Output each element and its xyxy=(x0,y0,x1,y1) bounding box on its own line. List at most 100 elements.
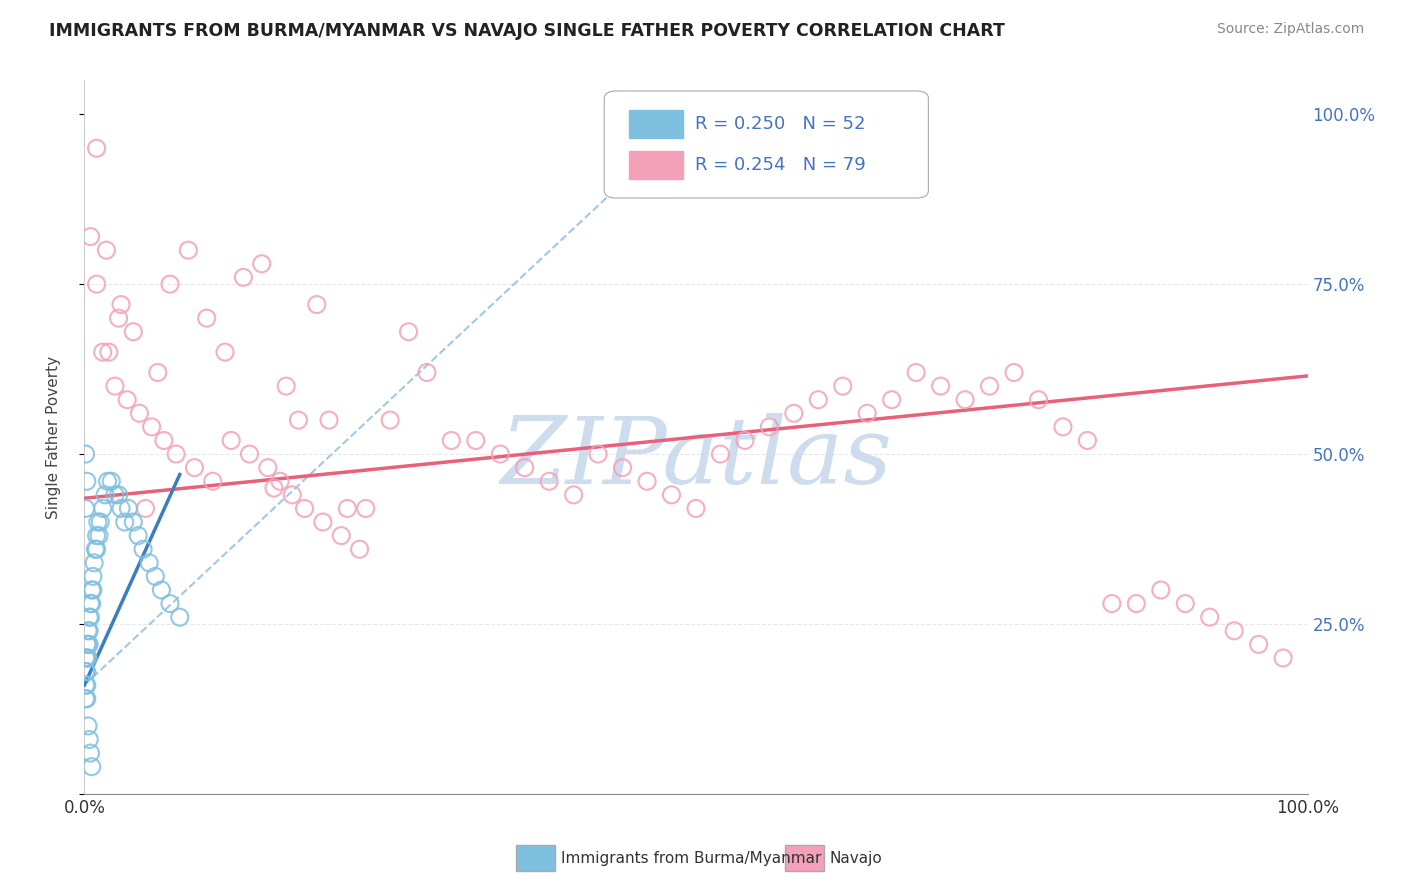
Point xyxy=(929,379,952,393)
Point xyxy=(146,366,169,380)
Point xyxy=(1247,637,1270,651)
Point xyxy=(79,229,101,244)
Point xyxy=(440,434,463,448)
Point xyxy=(110,297,132,311)
FancyBboxPatch shape xyxy=(786,846,824,871)
Point xyxy=(1223,624,1246,638)
Point xyxy=(979,379,1001,393)
Point xyxy=(856,406,879,420)
Point xyxy=(75,501,97,516)
Point xyxy=(76,475,98,489)
Point xyxy=(263,481,285,495)
Point xyxy=(77,719,100,733)
Point xyxy=(77,624,100,638)
Point xyxy=(122,515,145,529)
FancyBboxPatch shape xyxy=(516,846,555,871)
Point xyxy=(685,501,707,516)
Point xyxy=(83,556,105,570)
Point xyxy=(77,732,100,747)
Point xyxy=(80,582,103,597)
Point xyxy=(783,406,806,420)
Point xyxy=(138,556,160,570)
Point xyxy=(734,434,756,448)
Point xyxy=(416,366,439,380)
Point xyxy=(122,325,145,339)
Point xyxy=(132,542,155,557)
Point xyxy=(257,460,280,475)
Point xyxy=(96,243,118,257)
Point xyxy=(86,528,108,542)
Point xyxy=(562,488,585,502)
Point xyxy=(75,691,97,706)
Point xyxy=(380,413,402,427)
Point xyxy=(117,501,139,516)
Point xyxy=(709,447,731,461)
Text: ZIPatlas: ZIPatlas xyxy=(501,414,891,503)
Point xyxy=(75,665,97,679)
Point xyxy=(159,277,181,292)
Point xyxy=(1272,651,1295,665)
Point xyxy=(82,582,104,597)
Text: Source: ZipAtlas.com: Source: ZipAtlas.com xyxy=(1216,22,1364,37)
Point xyxy=(195,311,218,326)
Point xyxy=(318,413,340,427)
Point xyxy=(76,691,98,706)
Point xyxy=(150,582,173,597)
Point xyxy=(1101,597,1123,611)
Point xyxy=(86,141,108,155)
Point xyxy=(905,366,928,380)
Text: IMMIGRANTS FROM BURMA/MYANMAR VS NAVAJO SINGLE FATHER POVERTY CORRELATION CHART: IMMIGRANTS FROM BURMA/MYANMAR VS NAVAJO … xyxy=(49,22,1005,40)
Point xyxy=(110,501,132,516)
Point xyxy=(86,277,108,292)
Point xyxy=(214,345,236,359)
Point xyxy=(128,406,150,420)
Point xyxy=(398,325,420,339)
Point xyxy=(232,270,254,285)
Point xyxy=(312,515,335,529)
Point xyxy=(143,569,166,583)
Point xyxy=(489,447,512,461)
Point xyxy=(135,501,157,516)
Point xyxy=(100,475,122,489)
Point xyxy=(349,542,371,557)
Point xyxy=(1125,597,1147,611)
Point xyxy=(114,515,136,529)
Point xyxy=(80,760,103,774)
Text: R = 0.254   N = 79: R = 0.254 N = 79 xyxy=(695,156,866,174)
FancyBboxPatch shape xyxy=(628,110,682,138)
Point xyxy=(294,501,316,516)
Point xyxy=(77,637,100,651)
Point xyxy=(758,420,780,434)
Point xyxy=(76,637,98,651)
FancyBboxPatch shape xyxy=(605,91,928,198)
Point xyxy=(94,488,117,502)
Point xyxy=(612,460,634,475)
Point xyxy=(586,447,609,461)
Point xyxy=(80,597,103,611)
Point xyxy=(75,447,97,461)
Point xyxy=(1028,392,1050,407)
Point xyxy=(91,501,114,516)
Point xyxy=(107,311,129,326)
Point xyxy=(115,392,138,407)
Point xyxy=(76,678,98,692)
Text: Immigrants from Burma/Myanmar: Immigrants from Burma/Myanmar xyxy=(561,851,821,865)
Point xyxy=(97,475,120,489)
Point xyxy=(305,297,328,311)
Point xyxy=(464,434,486,448)
Point xyxy=(1076,434,1098,448)
Point xyxy=(880,392,903,407)
Point xyxy=(76,651,98,665)
Point xyxy=(84,542,107,557)
Point xyxy=(153,434,176,448)
Point xyxy=(336,501,359,516)
Point xyxy=(636,475,658,489)
Point xyxy=(127,528,149,542)
Point xyxy=(219,434,242,448)
Point xyxy=(354,501,377,516)
Point xyxy=(183,460,205,475)
Point xyxy=(82,569,104,583)
Point xyxy=(807,392,830,407)
Point xyxy=(141,420,163,434)
Point xyxy=(165,447,187,461)
